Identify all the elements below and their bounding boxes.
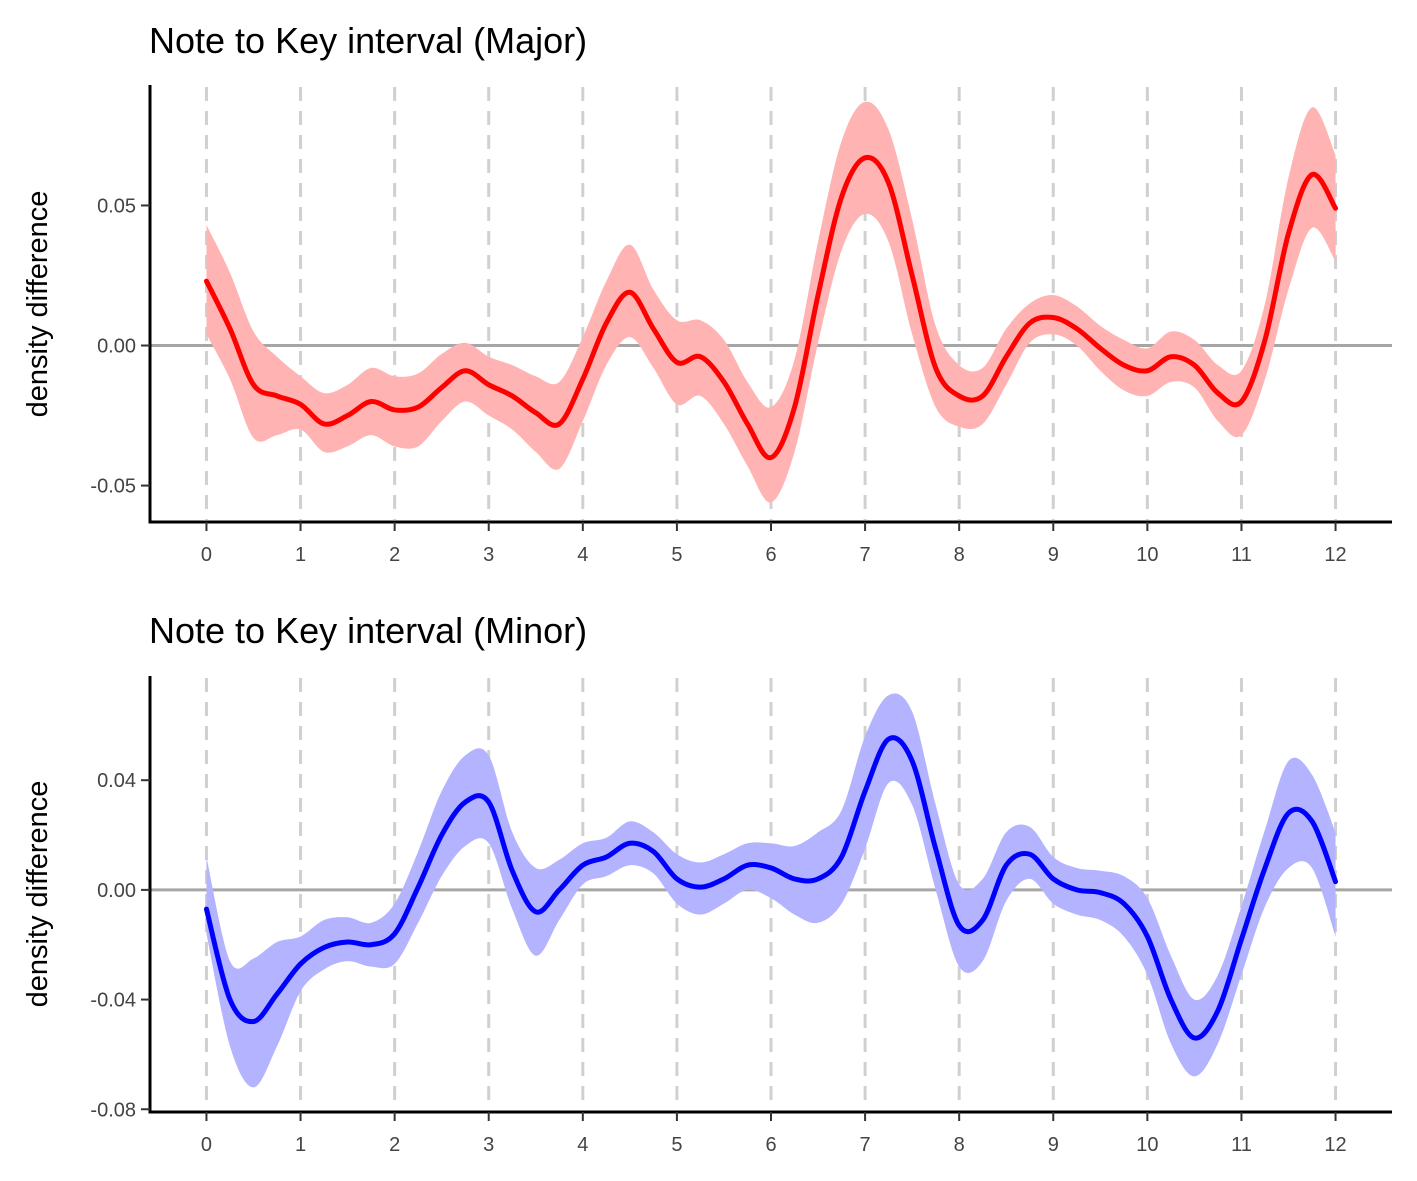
minor-y-tick-label-1: -0.04	[90, 990, 136, 1012]
minor-x-tick-label-10: 10	[1136, 1134, 1158, 1156]
minor-x-tick-label-5: 5	[671, 1134, 682, 1156]
major-y-axis-label: density difference	[22, 191, 54, 418]
minor-y-tick-label-3: 0.04	[97, 770, 136, 792]
minor-x-tick-label-3: 3	[483, 1134, 494, 1156]
minor-density-line	[203, 735, 1339, 1041]
major-y-tick-label-1: 0.00	[97, 336, 136, 358]
major-gridlines	[204, 87, 1338, 520]
major-chart-title: Note to Key interval (Major)	[149, 20, 587, 61]
minor-y-tick-label-0: -0.08	[90, 1099, 136, 1121]
minor-x-ticks: 0 1 2 3 4 5 6 7 8 9 10 11 12	[201, 1112, 1347, 1156]
major-line-path	[203, 154, 1339, 461]
major-y-ticks: -0.05 0.00 0.05	[90, 195, 150, 498]
minor-y-axis-label: density difference	[22, 781, 54, 1008]
minor-x-tick-label-12: 12	[1324, 1134, 1346, 1156]
minor-x-tick-label-6: 6	[765, 1134, 776, 1156]
major-x-ticks: 0 1 2 3 4 5 6 7 8 9 10 11 12	[201, 522, 1347, 566]
major-y-tick-label-0: -0.05	[90, 476, 136, 498]
minor-line-path	[203, 735, 1339, 1041]
major-x-tick-label-2: 2	[389, 544, 400, 566]
minor-confidence-band	[206, 693, 1336, 1088]
minor-band-area	[206, 693, 1336, 1088]
major-x-tick-label-7: 7	[860, 544, 871, 566]
major-x-tick-label-4: 4	[577, 544, 588, 566]
minor-x-tick-label-9: 9	[1048, 1134, 1059, 1156]
major-x-tick-label-0: 0	[201, 544, 212, 566]
major-band-area	[206, 101, 1336, 503]
major-x-tick-label-1: 1	[295, 544, 306, 566]
minor-chart-title: Note to Key interval (Minor)	[149, 610, 587, 651]
minor-x-tick-label-1: 1	[295, 1134, 306, 1156]
major-density-line	[203, 154, 1339, 461]
major-y-tick-label-2: 0.05	[97, 195, 136, 217]
major-x-tick-label-12: 12	[1324, 544, 1346, 566]
minor-x-tick-label-2: 2	[389, 1134, 400, 1156]
minor-x-tick-label-4: 4	[577, 1134, 588, 1156]
major-x-tick-label-3: 3	[483, 544, 494, 566]
minor-y-tick-label-2: 0.00	[97, 880, 136, 902]
major-x-tick-label-5: 5	[671, 544, 682, 566]
minor-x-tick-label-0: 0	[201, 1134, 212, 1156]
major-x-tick-label-6: 6	[765, 544, 776, 566]
minor-x-tick-label-7: 7	[860, 1134, 871, 1156]
minor-panel: Note to Key interval (Minor) density dif…	[22, 610, 1392, 1156]
major-panel: Note to Key interval (Major) density dif…	[22, 20, 1392, 566]
major-confidence-band	[206, 101, 1336, 503]
major-x-tick-label-8: 8	[954, 544, 965, 566]
minor-x-tick-label-8: 8	[954, 1134, 965, 1156]
minor-x-tick-label-11: 11	[1231, 1134, 1252, 1156]
major-x-tick-label-10: 10	[1136, 544, 1158, 566]
major-x-tick-label-11: 11	[1231, 544, 1252, 566]
major-x-tick-label-9: 9	[1048, 544, 1059, 566]
minor-y-ticks: -0.08 -0.04 0.00 0.04	[90, 770, 150, 1121]
